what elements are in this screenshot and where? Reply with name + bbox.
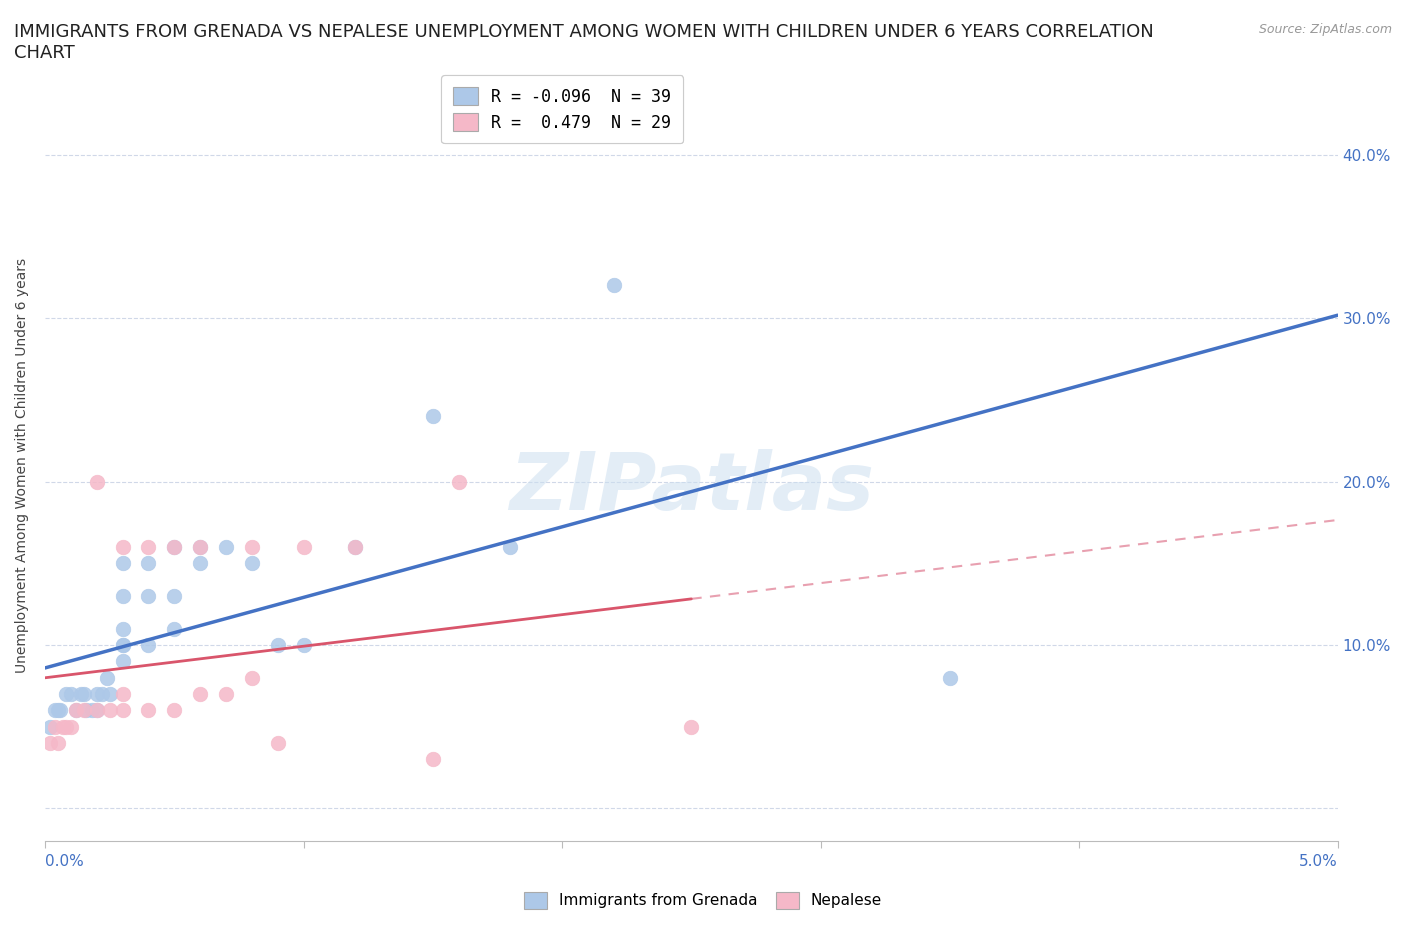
Point [55, 719, 77, 734]
Point [240, 556, 263, 571]
Text: Source: ZipAtlas.com: Source: ZipAtlas.com [1258, 23, 1392, 36]
Point [46, 736, 69, 751]
Point [59, 719, 82, 734]
Point [292, 539, 315, 554]
Legend: Immigrants from Grenada, Nepalese: Immigrants from Grenada, Nepalese [515, 883, 891, 918]
Point [98, 686, 121, 701]
Point [138, 539, 160, 554]
Point [240, 539, 263, 554]
Point [65, 703, 87, 718]
Point [188, 556, 211, 571]
Point [44, 719, 66, 734]
Point [163, 589, 186, 604]
Point [681, 719, 703, 734]
Point [422, 409, 444, 424]
Point [70, 686, 93, 701]
Point [80, 703, 103, 718]
Point [499, 539, 522, 554]
Text: ZIPatlas: ZIPatlas [509, 449, 873, 526]
Point [111, 638, 134, 653]
Y-axis label: Unemployment Among Women with Children Under 6 years: Unemployment Among Women with Children U… [15, 258, 30, 672]
Text: 0.0%: 0.0% [45, 854, 84, 870]
Point [266, 736, 288, 751]
Point [163, 621, 186, 636]
Point [90, 686, 112, 701]
Point [188, 539, 211, 554]
Point [188, 686, 211, 701]
Point [65, 703, 87, 718]
Point [111, 589, 134, 604]
Point [86, 703, 108, 718]
Point [55, 686, 77, 701]
Point [215, 539, 238, 554]
Point [292, 638, 315, 653]
Point [188, 539, 211, 554]
Point [939, 671, 962, 685]
Point [111, 539, 134, 554]
Point [59, 686, 82, 701]
Point [73, 703, 96, 718]
Point [96, 671, 118, 685]
Point [266, 638, 288, 653]
Point [138, 556, 160, 571]
Text: 5.0%: 5.0% [1299, 854, 1337, 870]
Text: IMMIGRANTS FROM GRENADA VS NEPALESE UNEMPLOYMENT AMONG WOMEN WITH CHILDREN UNDER: IMMIGRANTS FROM GRENADA VS NEPALESE UNEM… [14, 23, 1154, 62]
Point [98, 703, 121, 718]
Point [447, 474, 470, 489]
Point [39, 736, 62, 751]
Point [215, 686, 238, 701]
Legend: R = -0.096  N = 39, R =  0.479  N = 29: R = -0.096 N = 39, R = 0.479 N = 29 [441, 75, 683, 143]
Point [111, 621, 134, 636]
Point [111, 556, 134, 571]
Point [111, 686, 134, 701]
Point [163, 539, 186, 554]
Point [603, 278, 626, 293]
Point [86, 703, 108, 718]
Point [111, 703, 134, 718]
Point [39, 719, 62, 734]
Point [344, 539, 367, 554]
Point [73, 686, 96, 701]
Point [46, 703, 69, 718]
Point [240, 671, 263, 685]
Point [163, 703, 186, 718]
Point [111, 638, 134, 653]
Point [44, 703, 66, 718]
Point [86, 686, 108, 701]
Point [52, 719, 75, 734]
Point [344, 539, 367, 554]
Point [163, 539, 186, 554]
Point [138, 589, 160, 604]
Point [49, 703, 72, 718]
Point [138, 638, 160, 653]
Point [111, 654, 134, 669]
Point [422, 752, 444, 767]
Point [75, 703, 97, 718]
Point [86, 474, 108, 489]
Point [138, 703, 160, 718]
